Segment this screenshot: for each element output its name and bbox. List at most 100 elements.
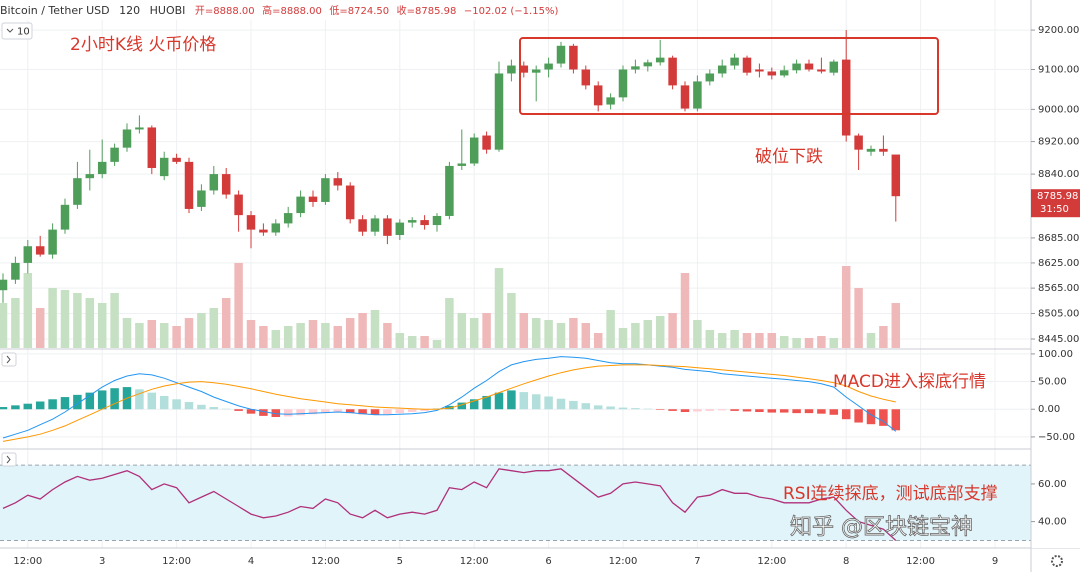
rsi-line <box>2 468 897 541</box>
macd-histogram-bar <box>147 392 157 410</box>
x-tick-label: 5 <box>397 556 403 567</box>
axis-layer: 9200.009100.009000.008920.008840.008685.… <box>13 25 1080 567</box>
macd-histogram-bar <box>581 403 591 410</box>
panel-toggle-icon <box>6 355 11 364</box>
candle-body <box>296 196 305 214</box>
volume-bar <box>854 288 863 348</box>
x-tick-label: 4 <box>248 556 254 567</box>
y-tick-label: 8840.00 <box>1038 169 1079 180</box>
candle-body <box>469 137 479 164</box>
candle-body <box>569 45 578 70</box>
x-tick-label: 12:00 <box>460 556 489 567</box>
volume-bar <box>85 298 95 348</box>
macd-histogram-bar <box>420 409 429 411</box>
volume-layer <box>0 263 901 348</box>
macd-histogram-bar <box>606 406 615 410</box>
volume-bar <box>730 330 739 348</box>
volume-bar <box>23 273 33 348</box>
candle-body <box>110 147 119 162</box>
volume-bar <box>631 323 640 348</box>
volume-bar <box>308 320 318 348</box>
volume-bar <box>209 308 219 348</box>
candle-body <box>23 246 33 263</box>
macd-histogram-bar <box>854 409 863 423</box>
volume-bar <box>804 338 814 348</box>
x-tick-label: 12:00 <box>162 556 191 567</box>
macd-histogram-bar <box>60 397 70 410</box>
macd-histogram-bar <box>705 409 715 411</box>
volume-bar <box>469 318 479 348</box>
annotation: RSI连续探底，测试底部支撑 <box>783 484 998 504</box>
volume-bar <box>841 266 851 348</box>
exchange: HUOBI <box>150 4 186 17</box>
volume-bar <box>370 310 380 348</box>
macd-histogram-bar <box>507 390 516 410</box>
range-box <box>519 37 939 115</box>
macd-histogram-bar <box>593 405 603 410</box>
candle-body <box>854 135 863 150</box>
volume-bar <box>569 318 578 348</box>
panel-toggle[interactable] <box>1 352 17 367</box>
ohlc-low: 低=8724.50 <box>329 4 389 17</box>
y-tick-label: −50.00 <box>1038 432 1075 443</box>
volume-bar <box>742 333 752 348</box>
candle-body <box>655 57 665 63</box>
y-tick-label: 100.00 <box>1038 349 1073 360</box>
macd-histogram-bar <box>370 409 380 415</box>
macd-histogram-bar <box>85 392 95 410</box>
marks-layer <box>0 30 901 541</box>
candle-body <box>172 157 181 162</box>
macd-histogram-bar <box>383 409 392 415</box>
macd-histogram-bar <box>321 409 330 414</box>
volume-bar <box>693 320 702 348</box>
macd-histogram-bar <box>556 398 566 410</box>
volume-bar <box>531 318 541 348</box>
macd-histogram-bar <box>135 389 144 410</box>
panel-toggle[interactable] <box>1 452 17 467</box>
volume-bar <box>494 268 504 348</box>
header: Bitcoin / Tether USD 120 HUOBI 开=8888.00… <box>0 4 558 17</box>
macd-histogram-bar <box>0 407 8 410</box>
candle-body <box>544 63 553 70</box>
countdown: 31:50 <box>1040 204 1069 215</box>
annotation: 2小时K线 火币价格 <box>70 35 216 55</box>
candle-body <box>866 148 876 152</box>
candle-body <box>457 163 467 166</box>
candle-body <box>581 69 591 86</box>
volume-bar <box>321 323 330 348</box>
macd-histogram-bar <box>308 409 318 415</box>
volume-bar <box>655 316 665 348</box>
volume-bar <box>271 330 281 348</box>
y-tick-label: 60.00 <box>1038 479 1067 490</box>
macd-histogram-bar <box>779 409 789 413</box>
candle-body <box>97 161 107 175</box>
candle-body <box>308 196 318 202</box>
interval: 120 <box>119 4 140 17</box>
volume-bar <box>717 333 727 348</box>
volume-bar <box>482 313 491 348</box>
macd-histogram-bar <box>730 409 739 411</box>
candle-body <box>519 65 529 73</box>
candle-body <box>755 69 764 72</box>
macd-histogram-bar <box>469 399 479 410</box>
macd-histogram-bar <box>668 409 677 411</box>
volume-bar <box>97 303 107 348</box>
badge-box[interactable] <box>1 22 33 40</box>
candle-body <box>804 63 814 70</box>
last-price-box <box>1031 189 1080 218</box>
macd-histogram-bar <box>283 409 293 417</box>
y-tick-label: 0.00 <box>1038 404 1060 415</box>
candle-body <box>283 213 293 224</box>
candle-body <box>246 215 256 230</box>
volume-bar <box>110 293 119 348</box>
macd-histogram-bar <box>717 409 727 411</box>
settings-icon[interactable] <box>1051 555 1063 567</box>
volume-bar <box>135 323 144 348</box>
macd-histogram-bar <box>35 401 45 410</box>
volume-bar <box>668 313 677 348</box>
macd-histogram-bar <box>358 409 367 415</box>
volume-bar <box>457 313 467 348</box>
macd-histogram-bar <box>221 408 231 410</box>
macd-histogram-bar <box>792 409 801 414</box>
macd-histogram-bar <box>841 409 851 420</box>
